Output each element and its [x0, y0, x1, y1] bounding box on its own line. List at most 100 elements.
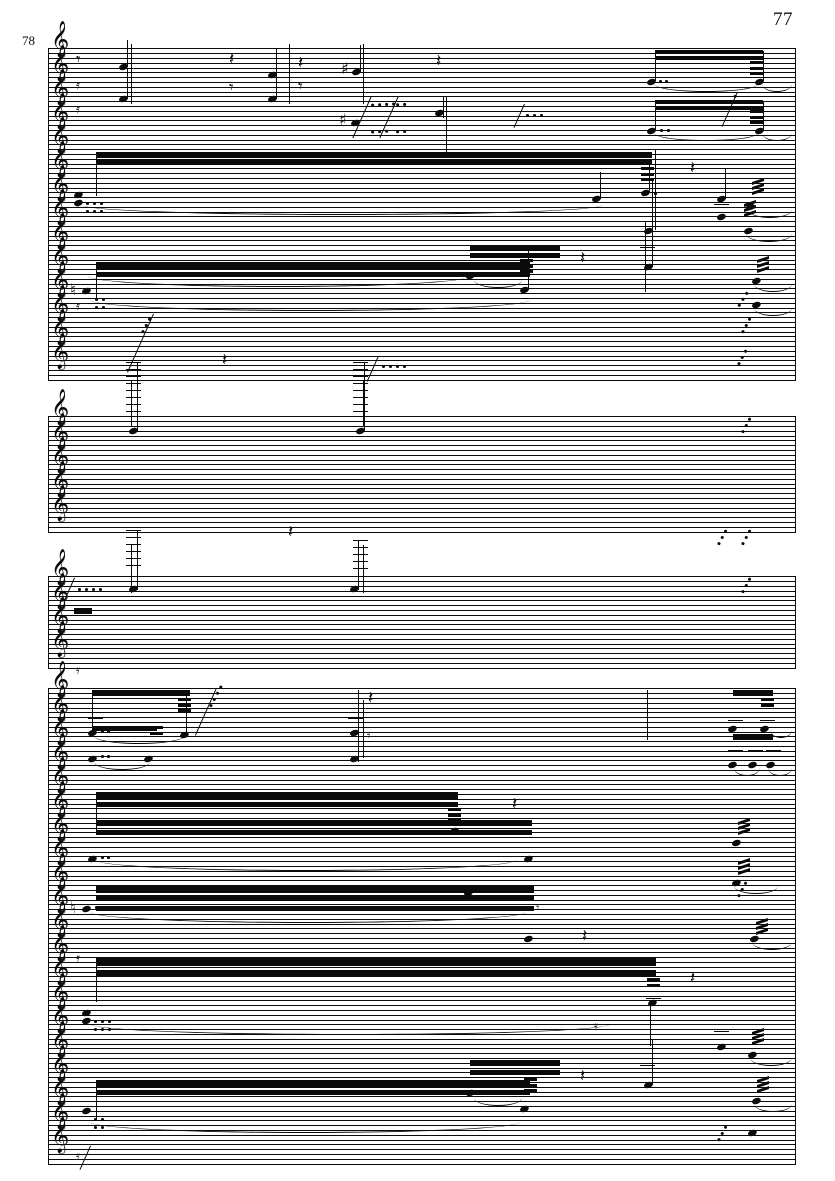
- ledger-line: [353, 554, 368, 556]
- long-beam: [96, 958, 656, 966]
- quarter-rest: 𝄽: [580, 1066, 586, 1086]
- tie: [746, 234, 792, 242]
- stem: [763, 101, 765, 131]
- stem: [96, 1080, 98, 1120]
- stem: [96, 262, 98, 300]
- stem: [652, 1040, 654, 1085]
- staff-line: [48, 370, 796, 371]
- staff-line: [48, 1135, 796, 1136]
- staff-line: [48, 159, 796, 160]
- ledger-line: [640, 247, 655, 249]
- staff-line: [48, 445, 796, 446]
- measure-number: 78: [22, 33, 35, 48]
- staff-line: [48, 173, 796, 174]
- staff-line: [48, 751, 796, 752]
- staff-line: [48, 226, 796, 227]
- ledger-line: [88, 718, 103, 720]
- beam-stack: [150, 726, 163, 737]
- staff-line: [48, 620, 796, 621]
- augmentation-dot: [101, 906, 104, 909]
- sixteenth-rest: 𝄿: [76, 102, 80, 117]
- staff-line: [48, 484, 796, 485]
- ledger-line: [748, 750, 763, 752]
- staff-line: [48, 332, 796, 333]
- staff-line: [48, 576, 796, 577]
- augmentation-dots: [94, 1010, 115, 1028]
- stem: [358, 540, 360, 590]
- staff-line: [48, 610, 796, 611]
- staff-line: [48, 216, 796, 217]
- staff-line: [48, 746, 796, 747]
- staff-line: [48, 693, 796, 694]
- staff-line: [48, 663, 796, 664]
- ledger-line: [714, 183, 729, 185]
- ledger-line: [353, 397, 368, 399]
- staff-line: [48, 1039, 796, 1040]
- beam: [470, 1070, 560, 1075]
- ledger-line: [126, 369, 141, 371]
- staff-4-17: [48, 1096, 796, 1117]
- ledger-line: [126, 362, 141, 364]
- grace-note-row: [371, 119, 393, 138]
- staff-line: [48, 629, 796, 630]
- staff-line: [48, 341, 796, 342]
- long-beam: [96, 1080, 530, 1087]
- ledger-line: [353, 547, 368, 549]
- ledger-line: [714, 1024, 729, 1026]
- tie: [88, 276, 470, 287]
- stem: [528, 250, 530, 290]
- staff-line: [48, 1072, 796, 1073]
- page-number: 77: [773, 9, 793, 30]
- barline: [131, 380, 133, 426]
- ledger-line: [640, 1065, 655, 1067]
- system-barline-left: [48, 688, 50, 1164]
- long-beam: [96, 802, 458, 807]
- tie: [96, 860, 516, 871]
- staff-line: [48, 436, 796, 437]
- tie: [734, 768, 760, 776]
- staff-line: [48, 197, 796, 198]
- tie: [90, 1024, 610, 1035]
- barline: [645, 222, 647, 292]
- staff-line: [48, 356, 796, 357]
- staff-line: [48, 426, 796, 427]
- staff-line: [48, 68, 796, 69]
- tie: [748, 210, 792, 218]
- beam-stack: [520, 259, 533, 276]
- staff-4-13: [48, 1000, 796, 1021]
- augmentation-dot: [660, 129, 663, 132]
- staff-line: [48, 346, 796, 347]
- staff-line: [48, 1120, 796, 1121]
- stem: [127, 40, 129, 67]
- stem: [92, 690, 94, 732]
- ledger-line: [126, 390, 141, 392]
- staff-line: [48, 298, 796, 299]
- augmentation-dot: [667, 129, 670, 132]
- staff-line: [48, 760, 796, 761]
- staff-line: [48, 698, 796, 699]
- staff-line: [48, 269, 796, 270]
- staff-3-2: [48, 624, 796, 645]
- tie: [90, 912, 526, 923]
- staff-line: [48, 58, 796, 59]
- augmentation-dot: [107, 755, 110, 758]
- ledger-line: [640, 1058, 655, 1060]
- staff-1-0: [48, 48, 796, 69]
- long-beam: [96, 970, 656, 976]
- staff-line: [48, 847, 796, 848]
- staff-line: [48, 221, 796, 222]
- staff-line: [48, 639, 796, 640]
- beam-fragment: [74, 608, 92, 614]
- staff-line: [48, 192, 796, 193]
- staff-line: [48, 736, 796, 737]
- ledger-line: [126, 530, 141, 532]
- staff-line: [48, 688, 796, 689]
- staff-line: [48, 967, 796, 968]
- grace-note-row: [78, 578, 106, 596]
- long-beam: [96, 792, 458, 799]
- staff-line: [48, 765, 796, 766]
- ledger-line: [126, 537, 141, 539]
- staff-line: [48, 522, 796, 523]
- staff-line: [48, 668, 796, 669]
- staff-line: [48, 250, 796, 251]
